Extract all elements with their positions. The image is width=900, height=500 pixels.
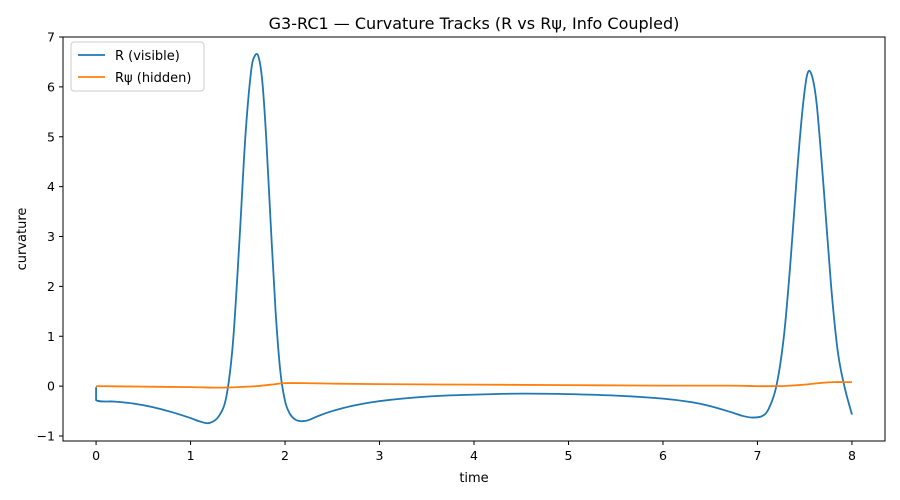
y-tick-label: 2 xyxy=(47,279,55,294)
x-tick-label: 7 xyxy=(753,448,761,463)
x-axis-label: time xyxy=(459,471,488,486)
y-tick-label: −1 xyxy=(37,429,55,444)
legend-label-r-visible: R (visible) xyxy=(115,49,180,64)
y-axis-label: curvature xyxy=(15,208,30,271)
y-tick-label: 3 xyxy=(47,229,55,244)
x-tick-label: 2 xyxy=(281,448,289,463)
x-tick-label: 1 xyxy=(187,448,195,463)
y-tick-label: 4 xyxy=(47,179,55,194)
y-axis-ticks: −1 0 1 2 3 4 5 6 7 xyxy=(37,30,63,444)
plot-frame xyxy=(62,36,886,442)
y-tick-label: 0 xyxy=(47,379,55,394)
legend-label-r-psi-hidden: Rψ (hidden) xyxy=(115,71,191,86)
x-axis-ticks: 0 1 2 3 4 5 6 7 8 xyxy=(92,441,856,463)
series-lines xyxy=(95,52,853,425)
x-tick-label: 4 xyxy=(470,448,478,463)
y-tick-label: 1 xyxy=(47,329,55,344)
chart-title: G3-RC1 — Curvature Tracks (R vs Rψ, Info… xyxy=(269,14,680,33)
series-line-r-psi-hidden xyxy=(96,381,852,389)
series-line-r-visible xyxy=(95,52,853,425)
legend: R (visible) Rψ (hidden) xyxy=(70,41,205,92)
x-tick-label: 3 xyxy=(376,448,384,463)
x-tick-label: 6 xyxy=(659,448,667,463)
x-tick-label: 8 xyxy=(848,448,856,463)
x-tick-label: 5 xyxy=(565,448,573,463)
y-tick-label: 5 xyxy=(47,129,55,144)
x-tick-label: 0 xyxy=(92,448,100,463)
y-tick-label: 6 xyxy=(47,79,55,94)
y-tick-label: 7 xyxy=(47,30,55,45)
